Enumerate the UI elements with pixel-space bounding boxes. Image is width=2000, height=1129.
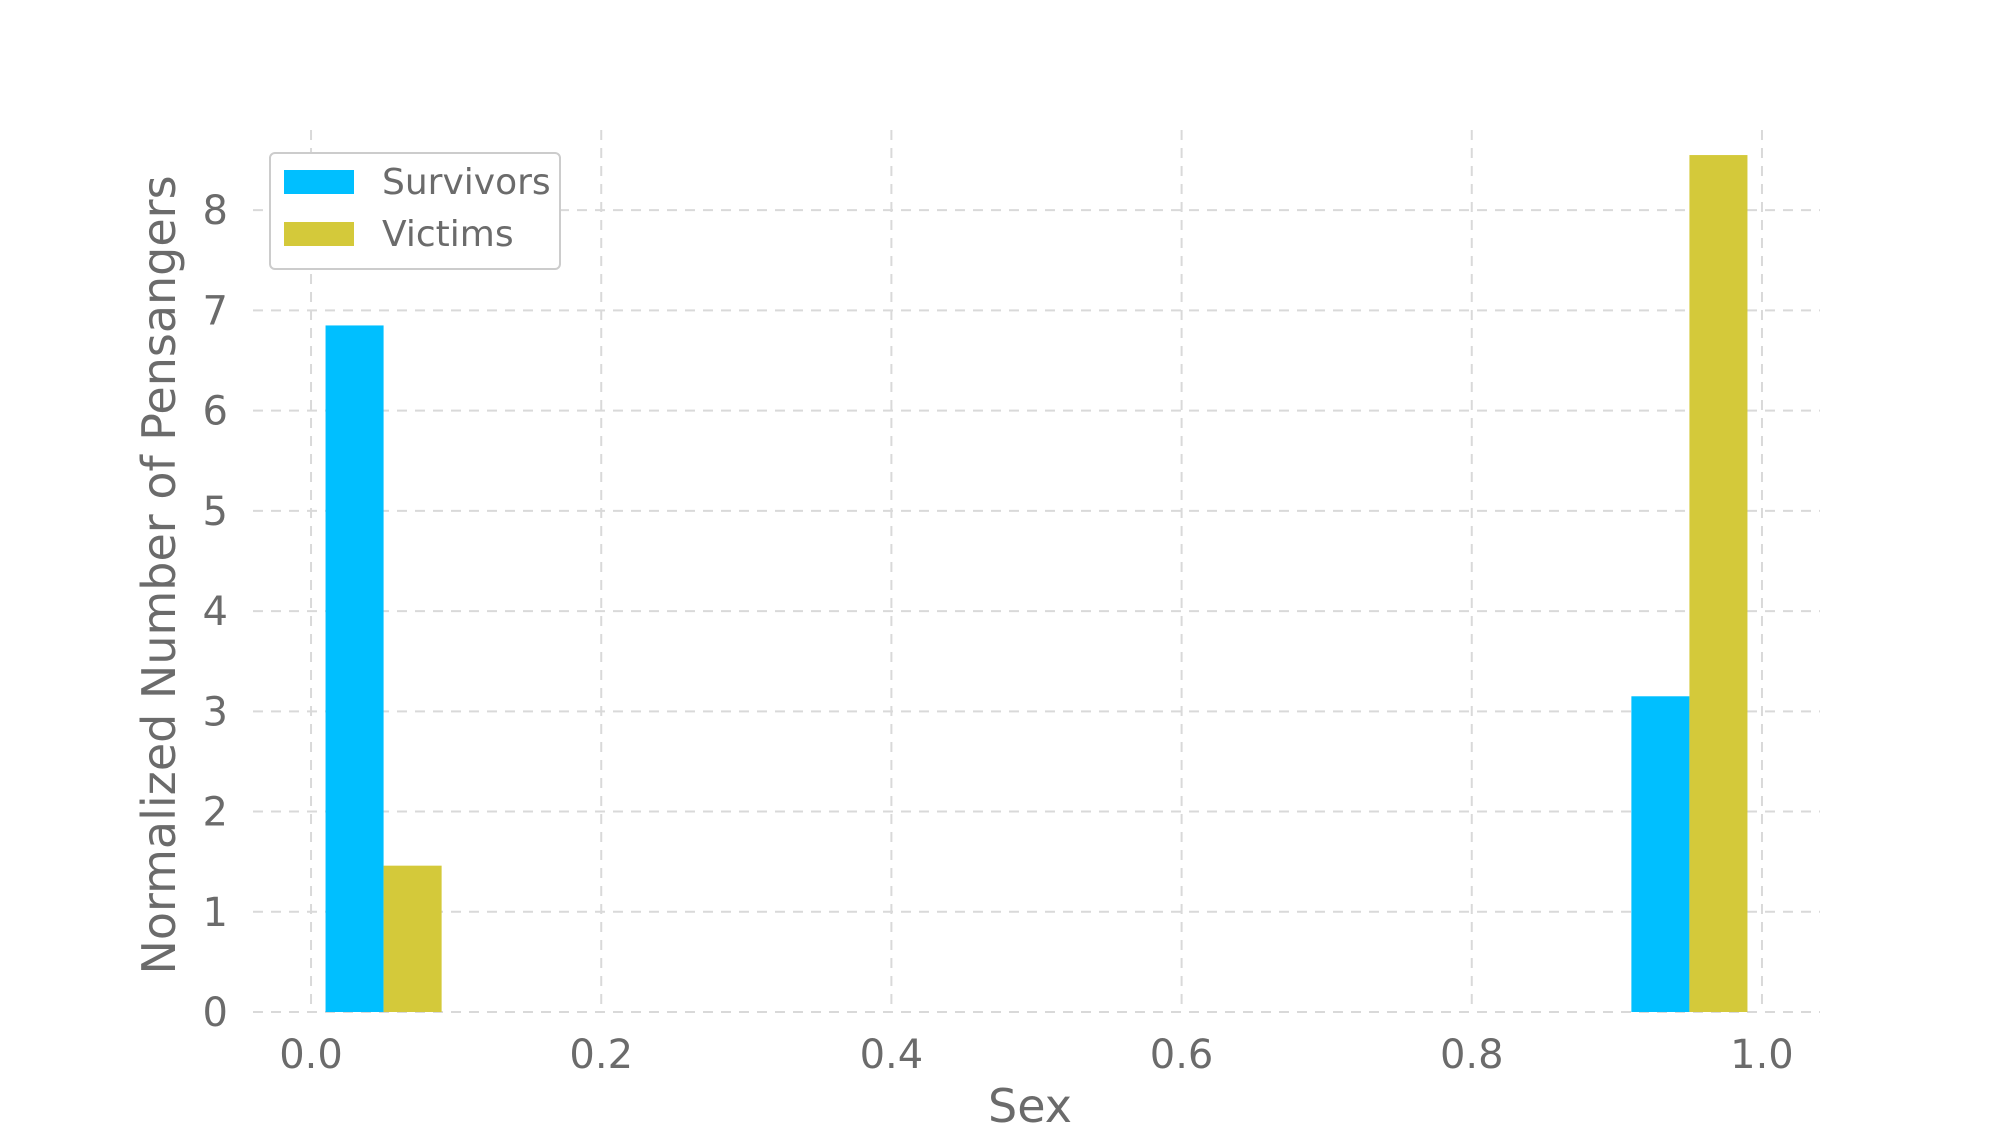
y-tick-label: 7 <box>203 288 228 334</box>
victims-bar <box>1689 155 1748 1012</box>
ticks-layer: 0 1 2 3 4 5 6 7 8 0.0 0.2 0.4 0.6 0.8 1.0 <box>203 188 1794 1078</box>
y-tick-label: 2 <box>203 790 228 836</box>
legend-label-victims: Victims <box>382 214 514 255</box>
y-tick-label: 4 <box>203 589 228 635</box>
y-tick-label: 5 <box>203 489 228 535</box>
legend-label-survivors: Survivors <box>382 162 551 203</box>
y-tick-label: 3 <box>203 689 228 735</box>
y-tick-label: 8 <box>203 188 228 234</box>
legend-swatch-survivors <box>284 170 354 194</box>
x-tick-label: 0.0 <box>279 1032 343 1078</box>
y-tick-label: 0 <box>203 990 228 1036</box>
victims-bar <box>383 865 442 1012</box>
survivors-bar <box>325 325 384 1012</box>
x-tick-label: 0.6 <box>1150 1032 1214 1078</box>
grid-layer <box>253 130 1820 1013</box>
x-tick-label: 0.4 <box>860 1032 924 1078</box>
legend-swatch-victims <box>284 222 354 246</box>
legend: Survivors Victims <box>269 152 561 270</box>
y-tick-label: 1 <box>203 890 228 936</box>
y-axis-label: Normalized Number of Pensangers <box>132 175 186 974</box>
x-tick-label: 0.8 <box>1440 1032 1504 1078</box>
x-axis-label: Sex <box>988 1079 1072 1125</box>
x-tick-label: 0.2 <box>569 1032 633 1078</box>
bars-layer <box>325 155 1748 1012</box>
survivors-bar <box>1631 696 1690 1012</box>
x-tick-label: 1.0 <box>1730 1032 1794 1078</box>
y-tick-label: 6 <box>203 389 228 435</box>
